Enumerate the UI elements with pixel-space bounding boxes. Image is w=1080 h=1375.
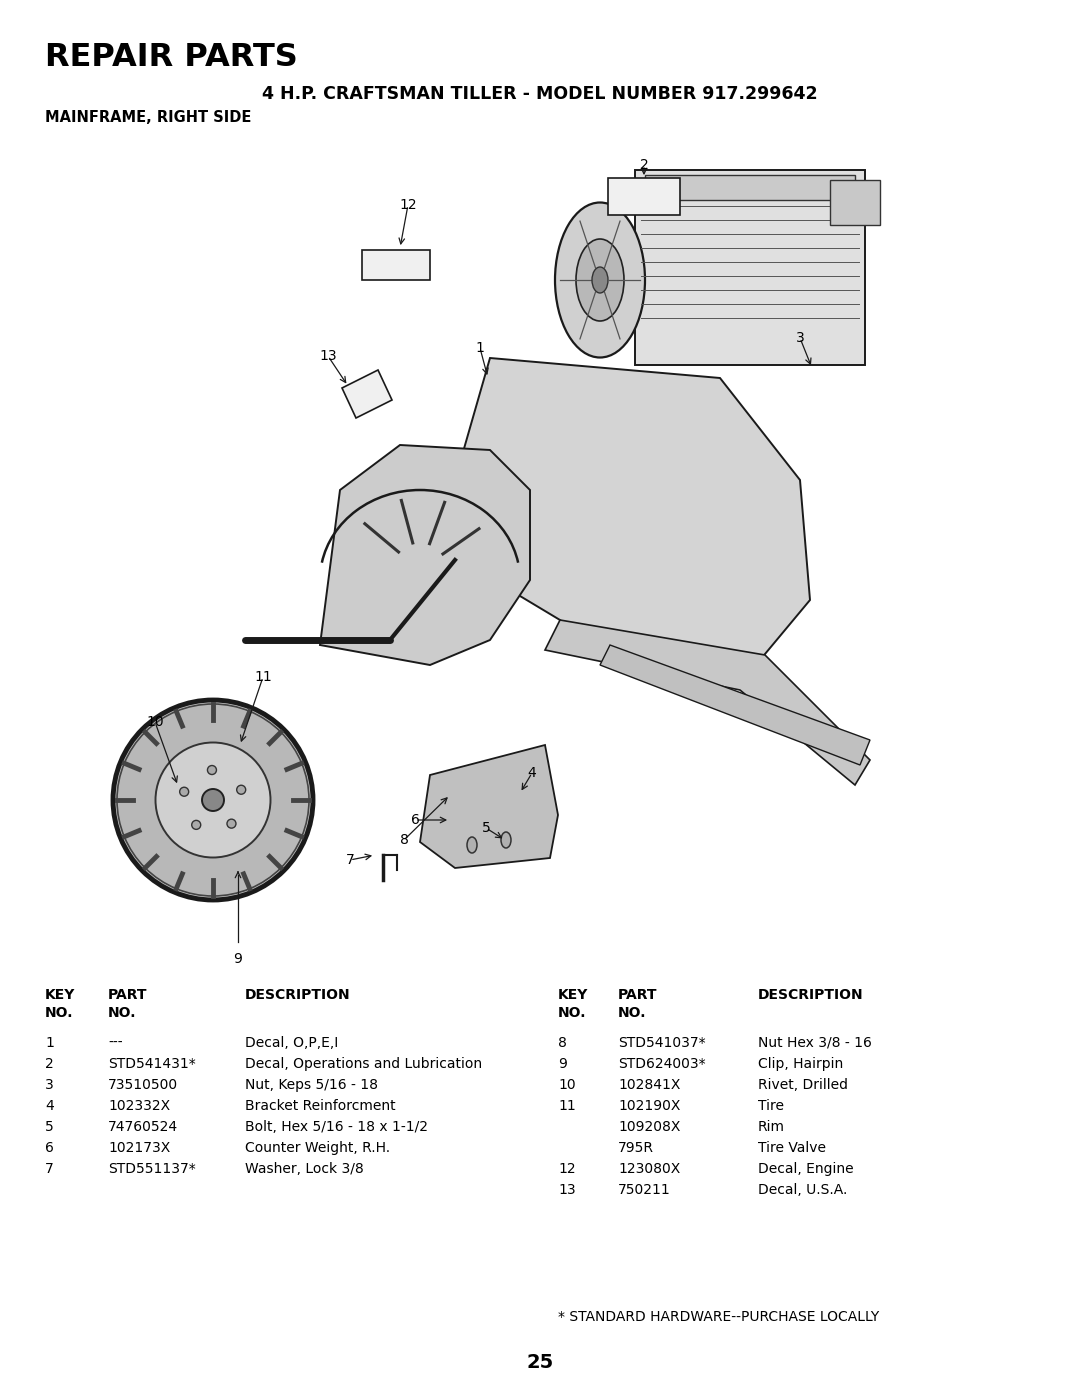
- Text: 123080X: 123080X: [618, 1162, 680, 1176]
- Text: PART: PART: [618, 989, 658, 1002]
- Text: 5: 5: [45, 1121, 54, 1134]
- Ellipse shape: [237, 785, 245, 795]
- Text: STD551137*: STD551137*: [108, 1162, 195, 1176]
- Text: 102332X: 102332X: [108, 1099, 171, 1112]
- Polygon shape: [545, 620, 870, 785]
- Text: ---: ---: [108, 1035, 123, 1050]
- Text: STD541431*: STD541431*: [108, 1057, 195, 1071]
- Ellipse shape: [202, 789, 224, 811]
- Text: 11: 11: [254, 670, 272, 683]
- Bar: [831, 180, 880, 226]
- Ellipse shape: [117, 704, 309, 896]
- Text: 8: 8: [400, 833, 408, 847]
- Text: 25: 25: [526, 1353, 554, 1372]
- Bar: [645, 175, 855, 199]
- Text: REPAIR PARTS: REPAIR PARTS: [45, 43, 298, 73]
- Text: 4 H.P. CRAFTSMAN TILLER - MODEL NUMBER 917.299642: 4 H.P. CRAFTSMAN TILLER - MODEL NUMBER 9…: [262, 85, 818, 103]
- Text: 3: 3: [45, 1078, 54, 1092]
- Polygon shape: [420, 745, 558, 868]
- Text: STD541037*: STD541037*: [618, 1035, 705, 1050]
- Text: MAINFRAME, RIGHT SIDE: MAINFRAME, RIGHT SIDE: [45, 110, 252, 125]
- Text: 12: 12: [558, 1162, 576, 1176]
- Text: 4: 4: [45, 1099, 54, 1112]
- Polygon shape: [342, 370, 392, 418]
- Text: 10: 10: [558, 1078, 576, 1092]
- Text: * STANDARD HARDWARE--PURCHASE LOCALLY: * STANDARD HARDWARE--PURCHASE LOCALLY: [558, 1310, 879, 1324]
- Text: 795R: 795R: [618, 1141, 654, 1155]
- Text: 12: 12: [400, 198, 417, 212]
- Text: KEY: KEY: [558, 989, 589, 1002]
- Text: 750211: 750211: [618, 1182, 671, 1198]
- Text: NO.: NO.: [108, 1006, 136, 1020]
- Bar: [635, 170, 865, 364]
- Text: NO.: NO.: [45, 1006, 73, 1020]
- Text: DESCRIPTION: DESCRIPTION: [245, 989, 351, 1002]
- Text: Tire Valve: Tire Valve: [758, 1141, 826, 1155]
- Text: 13: 13: [558, 1182, 576, 1198]
- Ellipse shape: [179, 788, 189, 796]
- Polygon shape: [362, 250, 430, 280]
- Text: Decal, Operations and Lubrication: Decal, Operations and Lubrication: [245, 1057, 482, 1071]
- Text: NO.: NO.: [618, 1006, 647, 1020]
- Ellipse shape: [501, 832, 511, 848]
- Text: Nut Hex 3/8 - 16: Nut Hex 3/8 - 16: [758, 1035, 872, 1050]
- Text: 102841X: 102841X: [618, 1078, 680, 1092]
- Text: 7: 7: [346, 852, 354, 868]
- Ellipse shape: [113, 700, 313, 901]
- Text: 7: 7: [45, 1162, 54, 1176]
- Text: NO.: NO.: [558, 1006, 586, 1020]
- Text: 102190X: 102190X: [618, 1099, 680, 1112]
- Text: Nut, Keps 5/16 - 18: Nut, Keps 5/16 - 18: [245, 1078, 378, 1092]
- Text: 1: 1: [45, 1035, 54, 1050]
- Text: 74760524: 74760524: [108, 1121, 178, 1134]
- Text: 109208X: 109208X: [618, 1121, 680, 1134]
- Ellipse shape: [227, 820, 235, 828]
- Text: Decal, O,P,E,I: Decal, O,P,E,I: [245, 1035, 338, 1050]
- Text: 73510500: 73510500: [108, 1078, 178, 1092]
- Ellipse shape: [576, 239, 624, 320]
- Text: PART: PART: [108, 989, 148, 1002]
- Text: Decal, U.S.A.: Decal, U.S.A.: [758, 1182, 848, 1198]
- Text: Bracket Reinforcment: Bracket Reinforcment: [245, 1099, 395, 1112]
- Text: KEY: KEY: [45, 989, 76, 1002]
- Ellipse shape: [555, 202, 645, 358]
- Polygon shape: [600, 645, 870, 765]
- Text: 5: 5: [482, 821, 490, 835]
- Polygon shape: [320, 446, 530, 666]
- Text: Decal, Engine: Decal, Engine: [758, 1162, 853, 1176]
- Text: Counter Weight, R.H.: Counter Weight, R.H.: [245, 1141, 390, 1155]
- Polygon shape: [608, 177, 680, 214]
- Text: Clip, Hairpin: Clip, Hairpin: [758, 1057, 843, 1071]
- Text: Rivet, Drilled: Rivet, Drilled: [758, 1078, 848, 1092]
- Text: 2: 2: [639, 158, 648, 172]
- Text: Tire: Tire: [758, 1099, 784, 1112]
- Text: 1: 1: [475, 341, 485, 355]
- Text: 6: 6: [45, 1141, 54, 1155]
- Text: 11: 11: [558, 1099, 576, 1112]
- Text: 2: 2: [45, 1057, 54, 1071]
- Polygon shape: [455, 358, 810, 660]
- Text: 9: 9: [558, 1057, 567, 1071]
- Text: 102173X: 102173X: [108, 1141, 171, 1155]
- Text: STD624003*: STD624003*: [618, 1057, 705, 1071]
- Text: Rim: Rim: [758, 1121, 785, 1134]
- Ellipse shape: [467, 837, 477, 852]
- Ellipse shape: [192, 821, 201, 829]
- Text: 4: 4: [528, 766, 537, 780]
- Ellipse shape: [207, 766, 216, 774]
- Text: DESCRIPTION: DESCRIPTION: [758, 989, 864, 1002]
- Text: 6: 6: [410, 813, 419, 826]
- Text: Bolt, Hex 5/16 - 18 x 1-1/2: Bolt, Hex 5/16 - 18 x 1-1/2: [245, 1121, 428, 1134]
- Text: 10: 10: [146, 715, 164, 729]
- Ellipse shape: [592, 267, 608, 293]
- Ellipse shape: [156, 742, 270, 858]
- Text: Washer, Lock 3/8: Washer, Lock 3/8: [245, 1162, 364, 1176]
- Text: 8: 8: [558, 1035, 567, 1050]
- Text: 3: 3: [796, 331, 805, 345]
- Text: 13: 13: [320, 349, 337, 363]
- Text: 9: 9: [233, 951, 242, 967]
